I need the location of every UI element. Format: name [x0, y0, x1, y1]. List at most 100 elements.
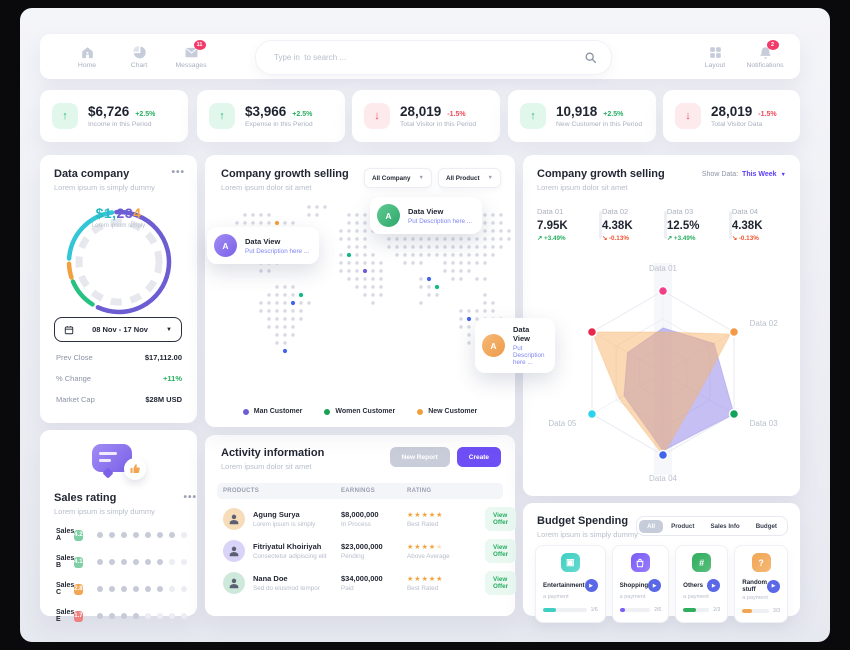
svg-text:Data 05: Data 05: [548, 419, 577, 428]
arrow-up-icon: ↑: [520, 103, 546, 129]
rating-dot: [120, 558, 128, 566]
legend-dot: [417, 408, 424, 415]
radar-stat-label: Data 03: [666, 207, 694, 216]
legend-label: Man Customer: [253, 408, 303, 415]
table-header: PRODUCTS EARNINGS RATING: [217, 483, 503, 499]
new-report-button[interactable]: New Report: [389, 447, 450, 467]
sales-rating-subtitle: Lorem ipsum is simply dummy: [54, 507, 155, 516]
search-icon[interactable]: [584, 51, 597, 64]
date-range-select[interactable]: 08 Nov - 17 Nov ▼: [54, 317, 182, 342]
radar-chart: Data 01 Data 02 Data 03 Data 04 Data 05: [548, 263, 778, 483]
tab-budget[interactable]: Budget: [755, 522, 777, 530]
play-button[interactable]: ▶: [707, 579, 721, 592]
budget-item-card: ? Random stuff ▶ a payment 3/3: [734, 545, 788, 623]
search-input[interactable]: [272, 52, 584, 63]
rating-dots: [96, 558, 188, 566]
stat-row-label: Market Cap: [56, 395, 95, 404]
star-icon: ★: [436, 575, 444, 583]
view-offer-button[interactable]: View Offer: [485, 507, 517, 531]
legend-item: Women Customer: [324, 408, 395, 415]
rating-dot: [168, 612, 176, 620]
nav-item-home[interactable]: Home: [62, 45, 112, 69]
star-icon: ★: [414, 543, 422, 551]
play-button[interactable]: ▶: [584, 579, 598, 592]
legend-label: Women Customer: [335, 408, 396, 415]
company-stat-row: % Change +11%: [56, 374, 182, 383]
show-data-select[interactable]: Show Data: This Week ▼: [702, 171, 786, 178]
progress-fraction: 2/6: [654, 607, 662, 613]
rating-dot: [144, 531, 152, 539]
badge: 2: [766, 39, 779, 50]
rating-dot: [180, 585, 188, 593]
chevron-down-icon: ▼: [487, 175, 493, 181]
rating-dot: [132, 585, 140, 593]
product-cell: Agung Surya Lorem ipsum is simply: [223, 508, 341, 530]
stat-card: ↑ 10,918 +2.5% New Customer in this Period: [508, 90, 656, 142]
stat-body: $6,726 +2.5% Income in this Period: [88, 104, 155, 128]
budget-item-card: Shopping ▶ a payment 2/6: [611, 545, 670, 623]
sales-rating-row: Sales C 2.8: [56, 582, 188, 596]
earning-status: Pending: [341, 553, 365, 560]
stat-row-value: +11%: [163, 374, 182, 383]
budget-item-sub: a payment: [619, 594, 646, 600]
progress-bar: [683, 608, 710, 612]
stat-delta: +2.5%: [135, 111, 156, 118]
table-row: Nana Doe Sed do eiusmod tempor $34,000,000…: [217, 563, 517, 595]
star-icon: ★: [421, 511, 429, 519]
more-menu-icon[interactable]: •••: [183, 492, 197, 503]
badge: 11: [193, 39, 206, 50]
stat-value: $6,726: [88, 104, 130, 119]
product-name: Fitriyatul Khoiriyah: [253, 542, 322, 551]
score-badge: 1.7: [74, 610, 83, 622]
stat-label: Expense in this Period: [245, 121, 313, 128]
sales-rating-card: Sales rating Lorem ipsum is simply dummy…: [40, 430, 197, 623]
play-button[interactable]: ▶: [648, 579, 662, 592]
rating-dot: [156, 558, 164, 566]
tab-product[interactable]: Product: [671, 522, 695, 530]
data-company-title: Data company: [54, 168, 130, 180]
sales-name: Sales E: [56, 609, 75, 623]
view-offer-button[interactable]: View Offer: [485, 539, 517, 563]
star-icon: ★: [421, 575, 429, 583]
nav-item-layout[interactable]: Layout: [690, 45, 740, 69]
filter-dropdown[interactable]: All Product ▼: [437, 168, 501, 188]
calendar-icon: [64, 325, 74, 335]
donut-value-part: 23: [116, 205, 134, 221]
product-name: Agung Surya: [253, 510, 300, 519]
view-offer-button[interactable]: View Offer: [485, 571, 517, 595]
rating-dot: [168, 585, 176, 593]
budget-card: Budget Spending Lorem ipsum is simply du…: [523, 503, 800, 623]
stat-row-value: $28M USD: [145, 395, 182, 404]
filter-dropdown[interactable]: All Company ▼: [364, 168, 432, 188]
rating-label: Best Rated: [407, 584, 439, 592]
tab-sales-info[interactable]: Sales Info: [710, 522, 740, 530]
tab-all[interactable]: All: [639, 519, 664, 533]
nav-item-messages[interactable]: 11 Messages: [166, 39, 216, 69]
budget-title: Budget Spending: [537, 515, 629, 527]
nav-item-notifications[interactable]: 2 Notifications: [740, 39, 790, 69]
ticket-icon: ▣: [560, 553, 580, 572]
data-view-callout: A Data View Put Description here ...: [475, 318, 555, 373]
earning-status: Paid: [341, 585, 354, 592]
rating-dot: [156, 612, 164, 620]
legend-dot: [324, 408, 331, 415]
earning-status: In Process: [341, 521, 371, 528]
stat-delta: +2.5%: [603, 111, 624, 118]
score-badge: 4.1: [74, 556, 83, 568]
thumbs-up-icon: [123, 458, 146, 480]
rating-cell: ★★★★★ Best Rated: [407, 511, 485, 528]
star-icon: ★: [407, 511, 415, 519]
stat-label: Total Visitor in this Period: [400, 121, 477, 128]
play-button[interactable]: ▶: [767, 579, 780, 593]
create-button[interactable]: Create: [456, 447, 501, 467]
company-stat-row: Prev Close $17,112.00: [56, 353, 182, 362]
progress-fraction: 2/3: [713, 607, 721, 613]
notifications-icon: 2: [758, 39, 779, 60]
activity-subtitle: Lorem ipsum dolor sit amet: [221, 462, 312, 471]
nav-item-chart[interactable]: Chart: [114, 45, 164, 69]
data-view-callout: A Data View Put Description here ...: [370, 197, 483, 234]
sales-name: Sales C: [56, 582, 75, 596]
more-menu-icon[interactable]: •••: [171, 167, 185, 178]
stat-row-label: Prev Close: [56, 353, 93, 362]
activity-title: Activity information: [221, 447, 325, 459]
